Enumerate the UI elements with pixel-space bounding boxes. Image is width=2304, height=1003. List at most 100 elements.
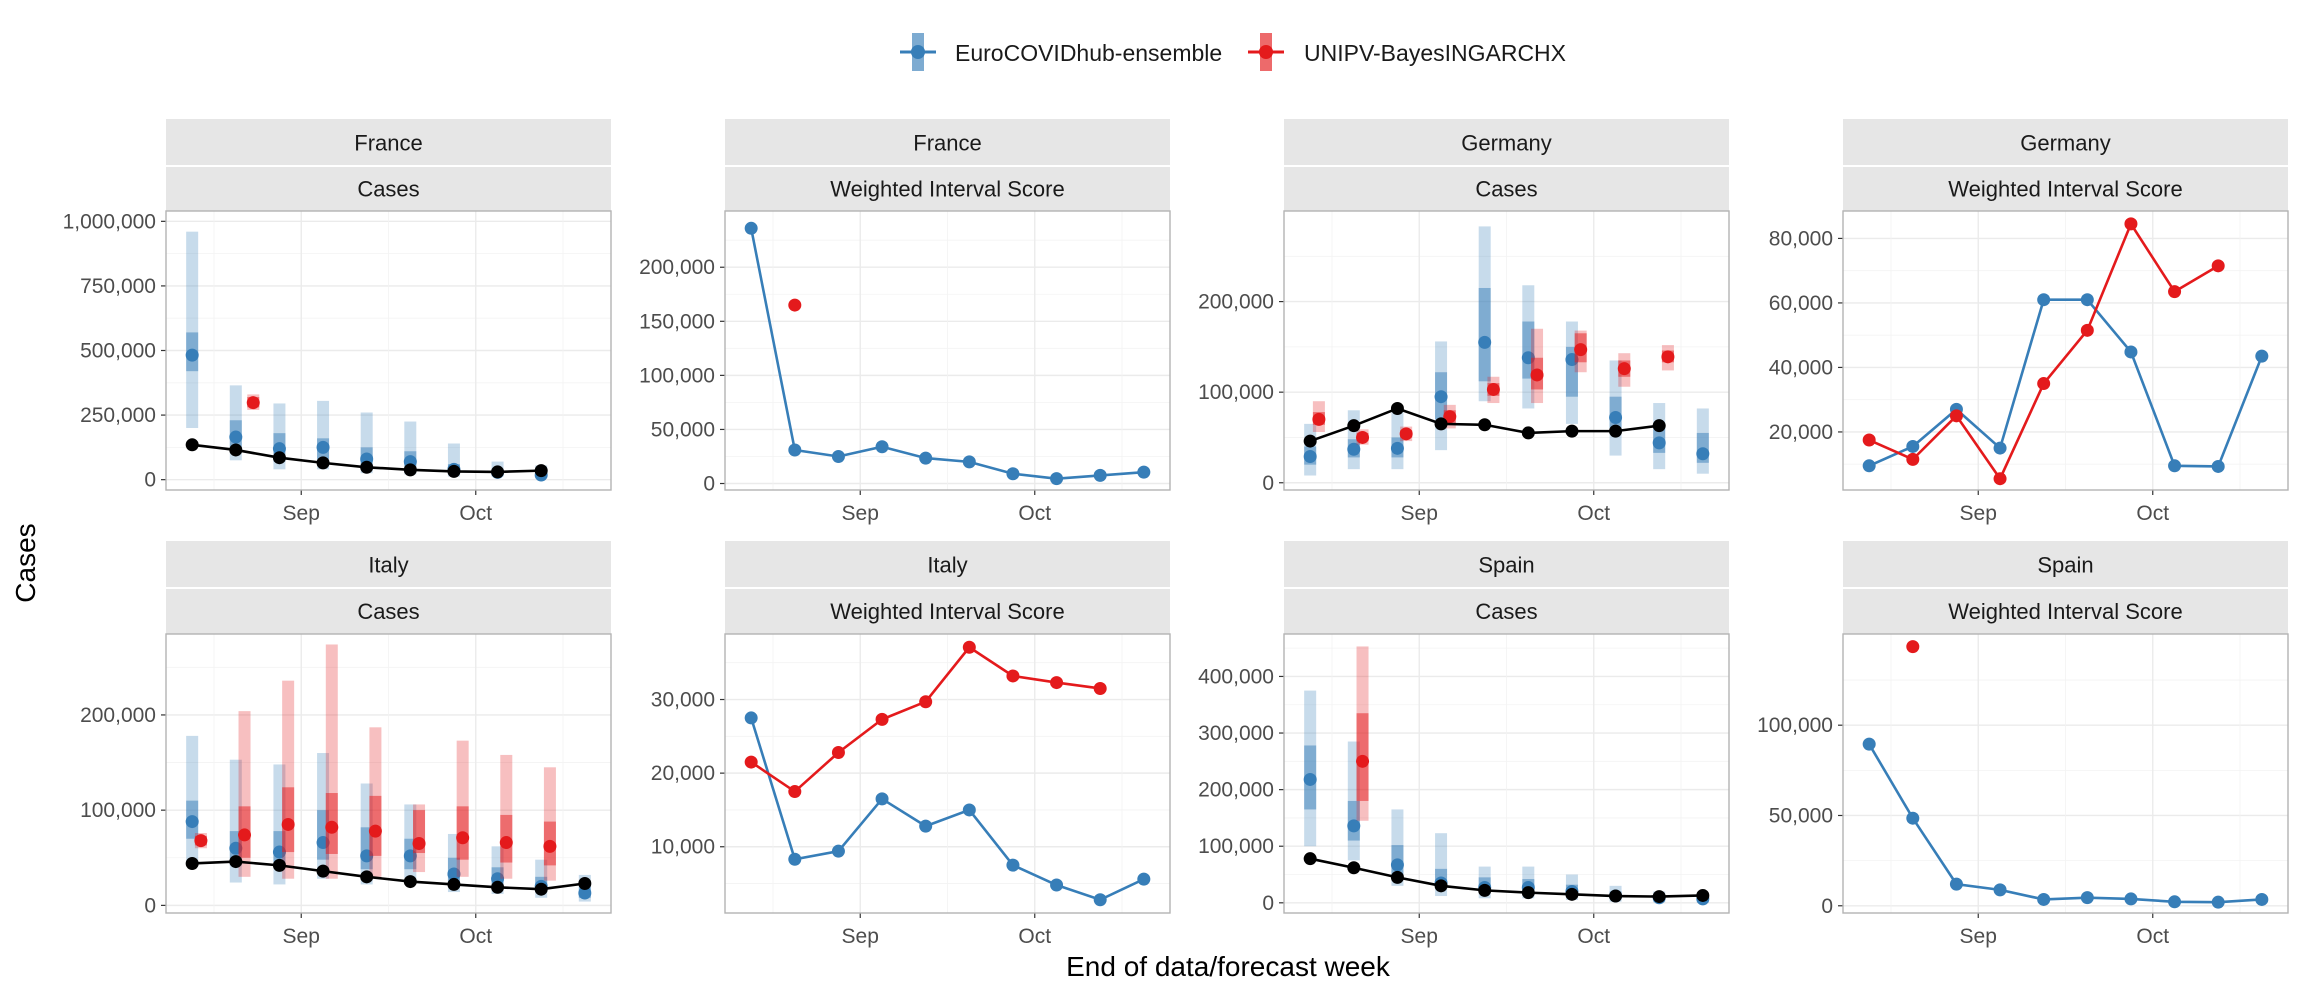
ensemble-score-point[interactable] — [1050, 878, 1064, 892]
ensemble-score-point[interactable] — [1906, 811, 1920, 825]
unipv-median-point[interactable] — [1617, 362, 1631, 376]
unipv-median-point[interactable] — [1399, 427, 1413, 441]
unipv-score-point[interactable] — [1906, 640, 1920, 654]
unipv-score-point[interactable] — [1949, 409, 1963, 423]
observed-point[interactable] — [185, 856, 199, 870]
ensemble-median-point[interactable] — [316, 440, 330, 454]
ensemble-score-point[interactable] — [744, 711, 758, 725]
legend-item-unipv[interactable]: UNIPV-BayesINGARCHX — [1248, 33, 1566, 71]
unipv-score-point[interactable] — [2080, 323, 2094, 337]
unipv-score-point[interactable] — [2037, 377, 2051, 391]
unipv-median-point[interactable] — [543, 839, 557, 853]
observed-point[interactable] — [1521, 886, 1535, 900]
ensemble-score-point[interactable] — [1093, 468, 1107, 482]
ensemble-median-point[interactable] — [185, 348, 199, 362]
ensemble-score-point[interactable] — [1006, 467, 1020, 481]
observed-point[interactable] — [1390, 870, 1404, 884]
unipv-median-point[interactable] — [1661, 350, 1675, 364]
observed-point[interactable] — [1652, 890, 1666, 904]
unipv-score-point[interactable] — [2124, 217, 2138, 231]
observed-point[interactable] — [1434, 879, 1448, 893]
ensemble-score-point[interactable] — [1093, 893, 1107, 907]
observed-point[interactable] — [534, 464, 548, 478]
unipv-score-point[interactable] — [962, 640, 976, 654]
ensemble-score-point[interactable] — [2124, 345, 2138, 359]
ensemble-score-point[interactable] — [788, 443, 802, 457]
ensemble-median-point[interactable] — [1652, 436, 1666, 450]
unipv-score-point[interactable] — [831, 746, 845, 760]
observed-point[interactable] — [1565, 424, 1579, 438]
ensemble-score-point[interactable] — [2037, 293, 2051, 307]
ensemble-score-point[interactable] — [2124, 892, 2138, 906]
unipv-score-point[interactable] — [1006, 669, 1020, 683]
observed-point[interactable] — [447, 877, 461, 891]
ensemble-median-point[interactable] — [1347, 442, 1361, 456]
ensemble-score-point[interactable] — [1862, 737, 1876, 751]
observed-point[interactable] — [1390, 401, 1404, 415]
ensemble-score-point[interactable] — [1050, 472, 1064, 486]
unipv-score-point[interactable] — [788, 298, 802, 312]
observed-point[interactable] — [1565, 887, 1579, 901]
observed-point[interactable] — [316, 456, 330, 470]
unipv-median-point[interactable] — [1486, 382, 1500, 396]
ensemble-score-point[interactable] — [2255, 349, 2269, 363]
ensemble-score-point[interactable] — [1137, 872, 1151, 886]
unipv-median-point[interactable] — [1574, 343, 1588, 357]
ensemble-score-point[interactable] — [2080, 293, 2094, 307]
ensemble-score-point[interactable] — [1006, 858, 1020, 872]
unipv-median-point[interactable] — [456, 831, 470, 845]
ensemble-score-point[interactable] — [2080, 891, 2094, 905]
observed-point[interactable] — [578, 876, 592, 890]
observed-point[interactable] — [403, 463, 417, 477]
observed-point[interactable] — [272, 858, 286, 872]
observed-point[interactable] — [1347, 419, 1361, 433]
unipv-score-point[interactable] — [1093, 681, 1107, 695]
unipv-median-point[interactable] — [1356, 430, 1370, 444]
unipv-median-point[interactable] — [368, 824, 382, 838]
ensemble-score-point[interactable] — [2037, 892, 2051, 906]
observed-point[interactable] — [1696, 888, 1710, 902]
ensemble-score-point[interactable] — [875, 792, 889, 806]
ensemble-score-point[interactable] — [962, 803, 976, 817]
unipv-score-point[interactable] — [744, 755, 758, 769]
ensemble-score-point[interactable] — [788, 852, 802, 866]
unipv-median-point[interactable] — [499, 836, 513, 850]
unipv-score-point[interactable] — [788, 785, 802, 799]
observed-point[interactable] — [1521, 426, 1535, 440]
ensemble-score-point[interactable] — [2168, 895, 2182, 909]
unipv-median-point[interactable] — [194, 834, 208, 848]
ensemble-score-point[interactable] — [919, 451, 933, 465]
ensemble-score-point[interactable] — [1993, 883, 2007, 897]
observed-point[interactable] — [491, 465, 505, 479]
unipv-score-point[interactable] — [1050, 676, 1064, 690]
ensemble-score-point[interactable] — [1906, 439, 1920, 453]
ensemble-median-point[interactable] — [1696, 447, 1710, 461]
unipv-score-point[interactable] — [1906, 452, 1920, 466]
ensemble-score-point[interactable] — [831, 449, 845, 463]
ensemble-score-point[interactable] — [2211, 895, 2225, 909]
ensemble-median-point[interactable] — [185, 815, 199, 829]
observed-point[interactable] — [360, 870, 374, 884]
observed-point[interactable] — [1609, 424, 1623, 438]
observed-point[interactable] — [1347, 861, 1361, 875]
unipv-median-point[interactable] — [325, 820, 339, 834]
observed-point[interactable] — [447, 464, 461, 478]
observed-point[interactable] — [185, 438, 199, 452]
ensemble-interval-50[interactable] — [1478, 287, 1491, 382]
observed-point[interactable] — [229, 443, 243, 457]
ensemble-score-point[interactable] — [831, 844, 845, 858]
observed-point[interactable] — [491, 880, 505, 894]
ensemble-median-point[interactable] — [1390, 858, 1404, 872]
ensemble-score-point[interactable] — [875, 440, 889, 454]
ensemble-median-point[interactable] — [272, 442, 286, 456]
ensemble-score-point[interactable] — [744, 221, 758, 235]
unipv-score-point[interactable] — [2211, 259, 2225, 273]
unipv-score-point[interactable] — [1862, 433, 1876, 447]
ensemble-median-point[interactable] — [1390, 441, 1404, 455]
unipv-median-point[interactable] — [246, 396, 260, 410]
unipv-median-point[interactable] — [238, 828, 252, 842]
ensemble-score-point[interactable] — [1949, 877, 1963, 891]
observed-point[interactable] — [534, 882, 548, 896]
observed-point[interactable] — [316, 864, 330, 878]
observed-point[interactable] — [272, 451, 286, 465]
